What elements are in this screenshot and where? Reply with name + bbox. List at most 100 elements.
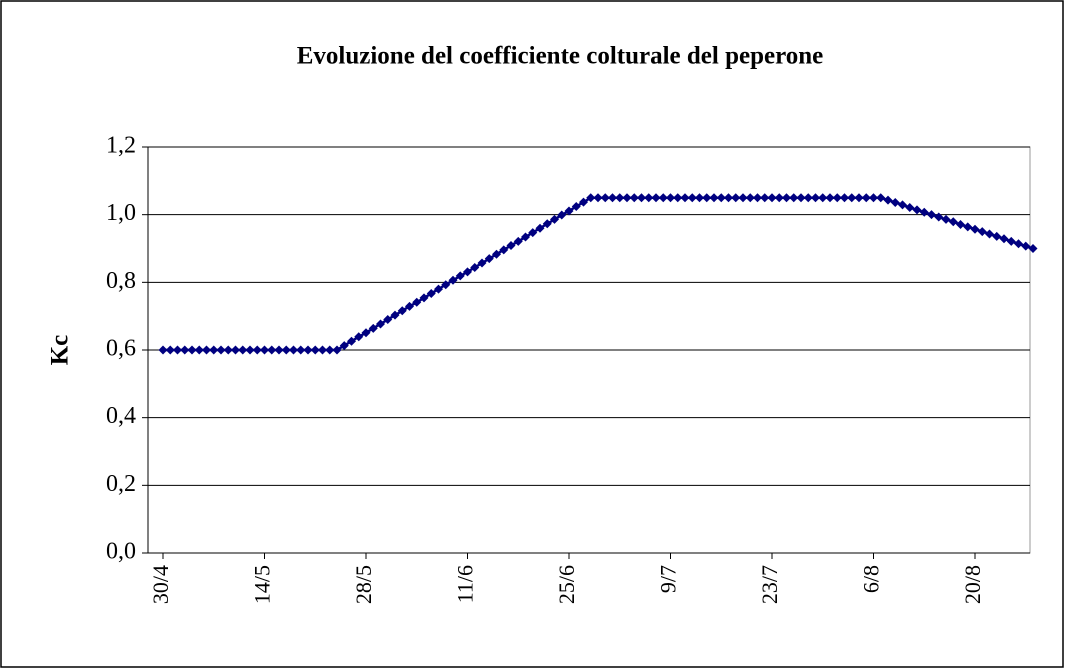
data-point — [709, 193, 719, 203]
data-point — [970, 224, 980, 234]
data-point — [180, 345, 190, 355]
data-point — [600, 193, 610, 203]
data-point — [941, 214, 951, 224]
x-tick-label: 6/8 — [859, 565, 884, 593]
data-point — [376, 319, 385, 329]
data-point — [158, 345, 168, 355]
data-point — [209, 345, 219, 355]
data-point — [477, 258, 487, 268]
data-point — [267, 345, 277, 355]
data-point — [948, 217, 958, 227]
data-point — [223, 345, 233, 355]
data-point — [1014, 239, 1023, 249]
data-point — [854, 193, 864, 203]
data-point — [615, 193, 625, 203]
data-point — [318, 345, 327, 355]
data-point — [390, 310, 400, 320]
data-point — [513, 236, 523, 246]
data-point — [339, 341, 349, 351]
data-point — [354, 332, 364, 342]
data-point — [1006, 236, 1016, 246]
data-point — [202, 345, 211, 355]
data-point — [760, 193, 770, 203]
data-point — [187, 345, 197, 355]
data-point — [666, 193, 675, 203]
data-point — [753, 193, 762, 203]
x-tick-label: 23/7 — [757, 565, 782, 604]
data-point — [238, 345, 248, 355]
data-point — [470, 262, 480, 272]
data-point — [927, 210, 936, 220]
data-point — [492, 249, 501, 259]
data-point — [680, 193, 690, 203]
x-tick-label: 25/6 — [554, 565, 579, 604]
data-point — [296, 345, 306, 355]
data-point — [724, 193, 733, 203]
x-tick-label: 28/5 — [351, 565, 376, 604]
data-point — [521, 232, 530, 242]
data-point — [448, 275, 458, 285]
data-point — [644, 193, 654, 203]
data-point — [289, 345, 298, 355]
data-point — [782, 193, 791, 203]
data-point — [347, 336, 356, 346]
data-point — [260, 345, 269, 355]
data-point — [883, 195, 893, 205]
x-tick-label: 20/8 — [960, 565, 985, 604]
data-point — [412, 297, 422, 307]
data-point — [825, 193, 835, 203]
data-point — [231, 345, 240, 355]
data-point — [434, 284, 443, 294]
y-tick-label: 0,0 — [106, 539, 136, 565]
data-point — [832, 193, 842, 203]
data-point — [542, 219, 552, 229]
data-point — [325, 345, 335, 355]
data-point — [905, 203, 915, 213]
data-point — [811, 193, 820, 203]
y-tick-label: 0,2 — [106, 471, 136, 497]
chart-title: Evoluzione del coefficiente colturale de… — [297, 43, 824, 70]
data-point — [702, 193, 712, 203]
data-point — [767, 193, 777, 203]
data-point — [173, 345, 182, 355]
data-point — [687, 193, 697, 203]
data-point — [840, 193, 849, 203]
data-point — [985, 229, 994, 239]
data-point — [274, 345, 284, 355]
data-point — [919, 207, 929, 217]
data-point — [637, 193, 646, 203]
data-point — [818, 193, 828, 203]
x-tick-label: 30/4 — [148, 565, 173, 604]
data-point — [651, 193, 661, 203]
data-point — [695, 193, 704, 203]
data-point — [303, 345, 313, 355]
data-point — [803, 193, 813, 203]
y-tick-label: 1,2 — [106, 133, 136, 159]
data-point — [419, 293, 429, 303]
data-point — [999, 234, 1009, 244]
data-point — [977, 227, 987, 237]
x-tick-label: 9/7 — [656, 565, 681, 593]
data-point — [245, 345, 255, 355]
data-point — [579, 197, 588, 207]
y-tick-label: 0,6 — [106, 336, 136, 362]
data-point — [1021, 241, 1031, 251]
data-point — [463, 267, 472, 277]
data-point — [629, 193, 639, 203]
data-point — [963, 222, 973, 232]
data-point — [194, 345, 204, 355]
data-point — [890, 197, 900, 207]
data-point — [898, 200, 907, 210]
data-point — [564, 206, 574, 216]
data-point — [368, 323, 378, 333]
data-point — [571, 202, 581, 212]
data-point — [252, 345, 262, 355]
data-point — [992, 231, 1002, 241]
data-point — [405, 301, 414, 311]
data-point — [774, 193, 784, 203]
data-point — [876, 193, 886, 203]
data-point — [847, 193, 857, 203]
data-point — [484, 254, 494, 264]
data-point — [165, 345, 175, 355]
